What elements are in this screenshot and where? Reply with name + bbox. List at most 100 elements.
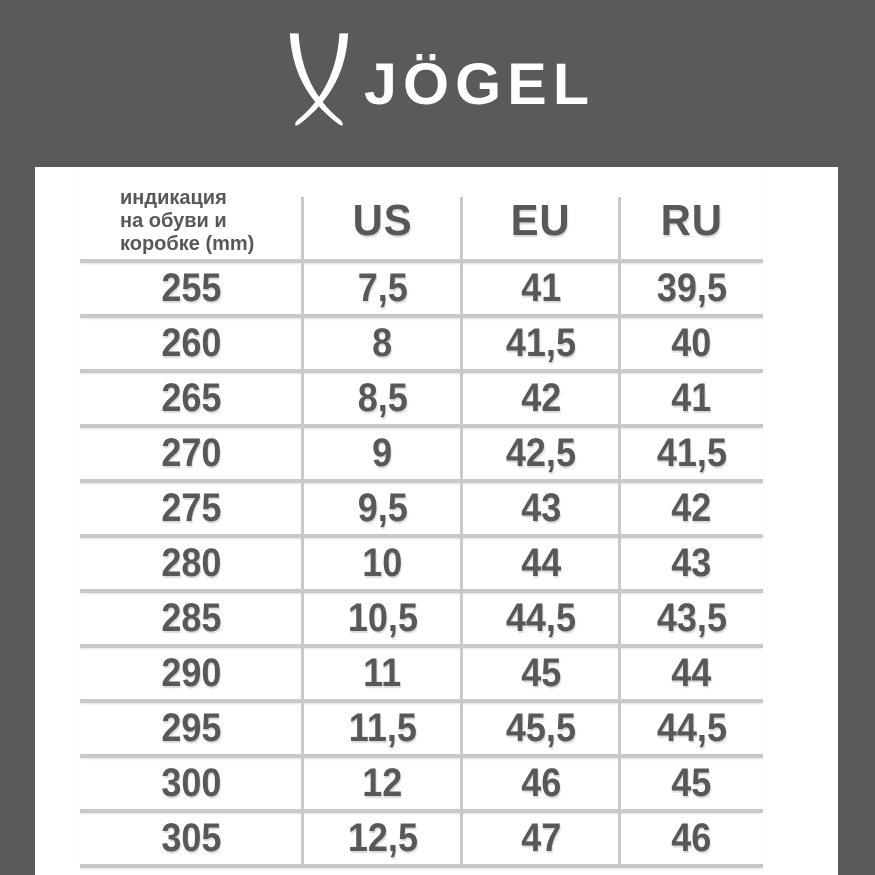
cell-value: 265 [161, 376, 222, 420]
cell-value: 9,5 [357, 486, 408, 530]
table-cell: 10 [303, 538, 462, 589]
table-cell: 43 [620, 538, 763, 589]
table-cell: 8,5 [303, 373, 462, 424]
size-chart-panel: индикация на обуви и коробке (mm) US EU … [35, 167, 838, 875]
cell-value: 11 [363, 651, 402, 695]
table-cell: 41 [620, 373, 763, 424]
cell-value: 42 [520, 376, 562, 420]
cell-value: 7,5 [357, 266, 408, 310]
table-cell: 44 [462, 538, 620, 589]
cell-value: 39,5 [656, 266, 727, 310]
table-header-row: индикация на обуви и коробке (mm) US EU … [80, 167, 763, 263]
logo-wordmark: JÖGEL [364, 52, 596, 117]
header-cell-us: US [303, 167, 462, 259]
table-cell: 44 [620, 648, 763, 699]
table-cell: 260 [80, 318, 303, 369]
table-cell: 12,5 [303, 813, 462, 864]
table-cell: 46 [620, 813, 763, 864]
column-header-eu: EU [511, 196, 571, 245]
cell-value: 41 [671, 376, 712, 420]
table-cell: 290 [80, 648, 303, 699]
table-cell: 41 [462, 263, 620, 314]
table-cell: 41,5 [620, 428, 763, 479]
table-cell: 46 [462, 758, 620, 809]
table-cell: 265 [80, 373, 303, 424]
table-cell: 45 [462, 648, 620, 699]
jogel-crossed-curves-icon [290, 33, 349, 126]
table-cell: 42 [462, 373, 620, 424]
cell-value: 12 [362, 761, 403, 805]
cell-value: 280 [161, 541, 222, 585]
table-cell: 44,5 [462, 593, 620, 644]
column-divider [301, 197, 304, 868]
cell-value: 47 [520, 816, 562, 860]
cell-value: 285 [161, 596, 222, 640]
cell-value: 295 [161, 706, 222, 750]
cell-value: 41,5 [656, 431, 727, 475]
table-cell: 9,5 [303, 483, 462, 534]
table-cell: 7,5 [303, 263, 462, 314]
header-cell-indication: индикация на обуви и коробке (mm) [80, 167, 303, 259]
header-note: индикация на обуви и коробке (mm) [120, 187, 254, 256]
table-cell: 9 [303, 428, 462, 479]
cell-value: 8,5 [357, 376, 408, 420]
table-row: 290 11 45 44 [80, 648, 763, 703]
header-cell-ru: RU [620, 167, 763, 259]
column-header-ru: RU [660, 196, 723, 245]
table-cell: 11,5 [303, 703, 462, 754]
table-cell: 44,5 [620, 703, 763, 754]
cell-value: 305 [161, 816, 222, 860]
table-row: 285 10,5 44,5 43,5 [80, 593, 763, 648]
table-cell: 8 [303, 318, 462, 369]
table-cell: 295 [80, 703, 303, 754]
cell-value: 42 [671, 486, 712, 530]
cell-value: 45,5 [505, 706, 577, 750]
cell-value: 260 [161, 321, 222, 365]
cell-value: 45 [671, 761, 712, 805]
brand-logo: JÖGEL [0, 0, 875, 167]
column-header-us: US [352, 196, 413, 245]
cell-value: 45 [520, 651, 562, 695]
header-note-line: индикация [120, 186, 227, 209]
cell-value: 43,5 [656, 596, 727, 640]
table-cell: 275 [80, 483, 303, 534]
table-cell: 45 [620, 758, 763, 809]
table-cell: 10,5 [303, 593, 462, 644]
table-cell: 255 [80, 263, 303, 314]
cell-value: 275 [161, 486, 222, 530]
cell-value: 46 [671, 816, 712, 860]
table-cell: 280 [80, 538, 303, 589]
table-cell: 11 [303, 648, 462, 699]
cell-value: 43 [520, 486, 562, 530]
table-cell: 285 [80, 593, 303, 644]
table-row: 260 8 41,5 40 [80, 318, 763, 373]
cell-value: 44 [671, 651, 712, 695]
table-cell: 43,5 [620, 593, 763, 644]
header-cell-eu: EU [462, 167, 620, 259]
table-body: 255 7,5 41 39,5 260 8 41,5 40 265 8,5 42 41 270 9 42,5… [80, 263, 763, 868]
cell-value: 10,5 [347, 596, 418, 640]
table-row: 280 10 44 43 [80, 538, 763, 593]
table-row: 270 9 42,5 41,5 [80, 428, 763, 483]
size-table: индикация на обуви и коробке (mm) US EU … [80, 167, 763, 868]
cell-value: 8 [372, 321, 393, 365]
cell-value: 40 [671, 321, 712, 365]
header-note-line: коробке (mm) [120, 232, 255, 255]
table-row: 265 8,5 42 41 [80, 373, 763, 428]
cell-value: 41,5 [505, 321, 577, 365]
table-cell: 39,5 [620, 263, 763, 314]
table-row: 295 11,5 45,5 44,5 [80, 703, 763, 758]
table-cell: 41,5 [462, 318, 620, 369]
cell-value: 9 [372, 431, 393, 475]
cell-value: 42,5 [505, 431, 577, 475]
logo-group: JÖGEL [284, 32, 591, 130]
cell-value: 12,5 [347, 816, 418, 860]
header-note-line: на обуви и [120, 209, 227, 232]
cell-value: 43 [671, 541, 712, 585]
cell-value: 11,5 [348, 706, 417, 750]
table-cell: 43 [462, 483, 620, 534]
table-cell: 270 [80, 428, 303, 479]
cell-value: 44,5 [656, 706, 727, 750]
table-row: 300 12 46 45 [80, 758, 763, 813]
